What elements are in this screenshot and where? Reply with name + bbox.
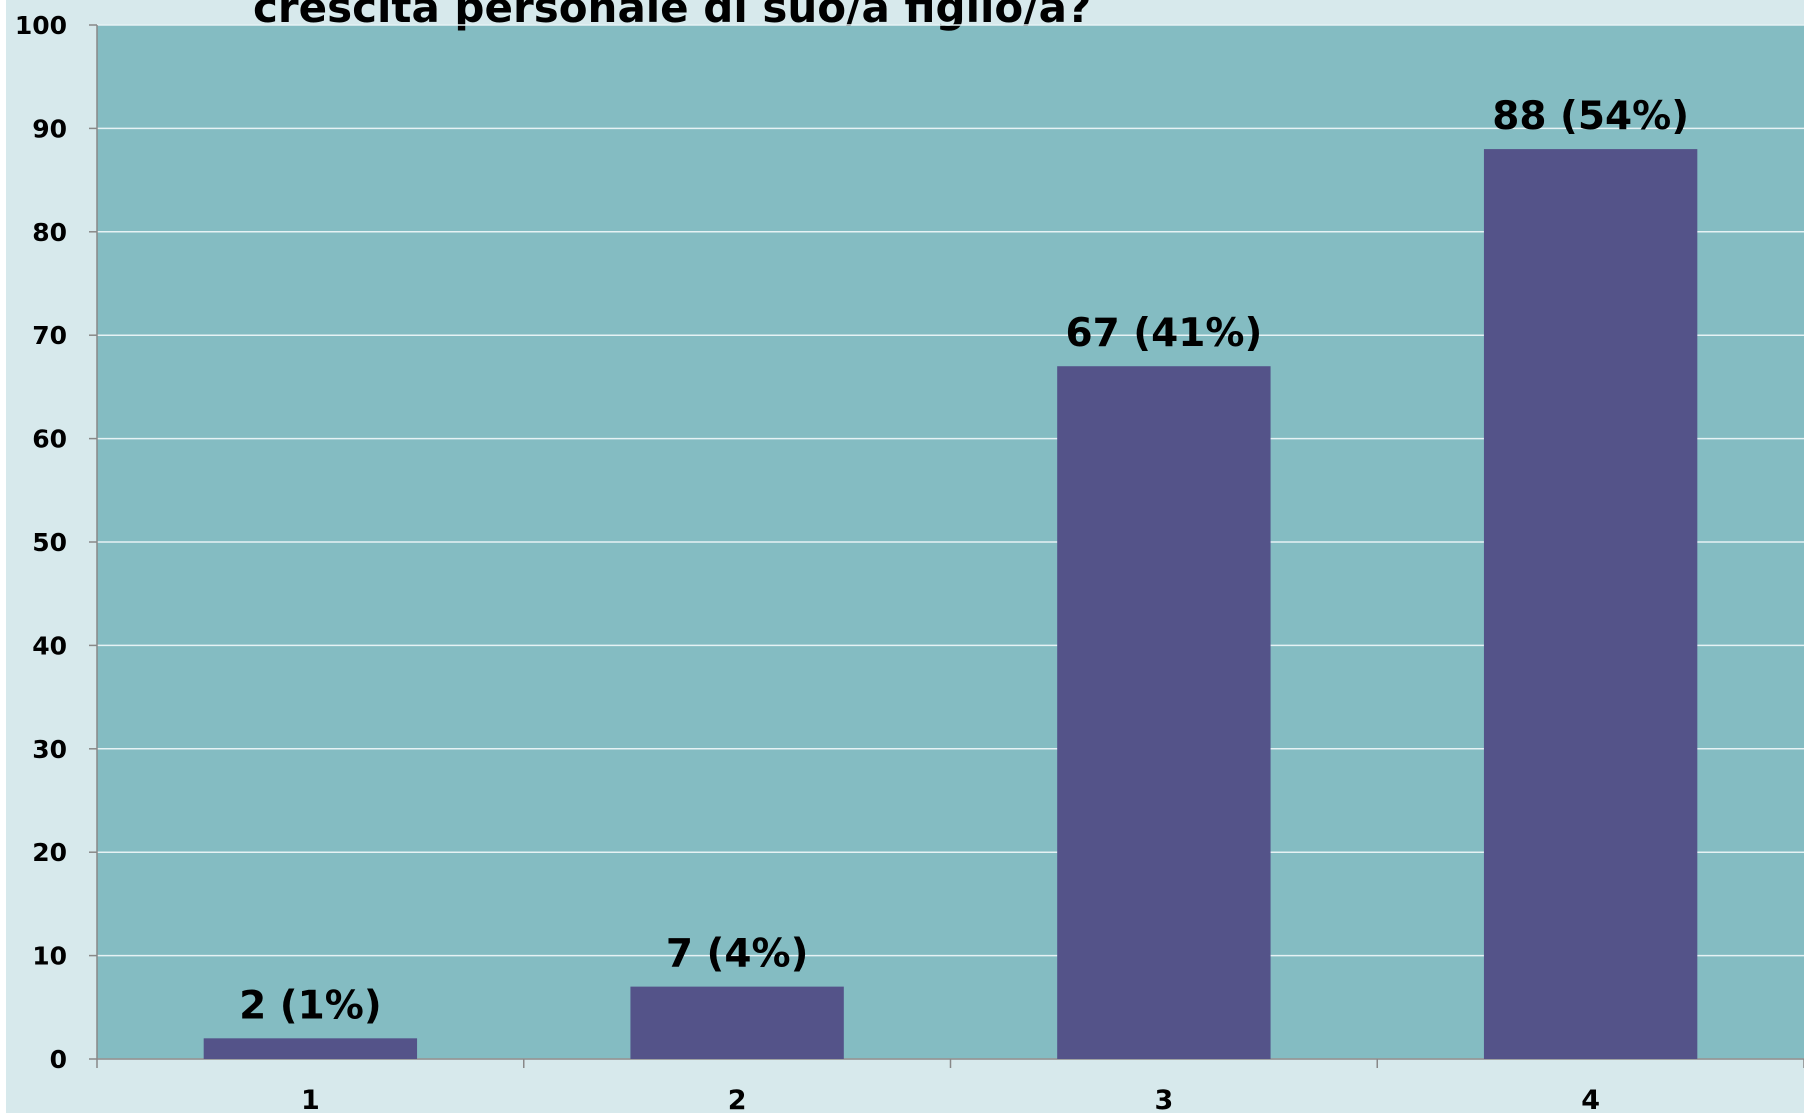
x-tick-label: 1 [301, 1085, 320, 1113]
x-tick-label: 4 [1581, 1085, 1600, 1113]
y-tick-label: 70 [32, 321, 67, 350]
y-tick-label: 90 [32, 114, 67, 143]
y-tick-label: 30 [32, 735, 67, 764]
y-tick-label: 60 [32, 425, 67, 454]
bar [1057, 366, 1271, 1060]
y-tick-label: 40 [32, 631, 67, 660]
bar [203, 1038, 418, 1059]
y-tick-label: 100 [15, 11, 67, 40]
bar [630, 986, 844, 1059]
x-tick-label: 2 [728, 1085, 747, 1113]
y-tick-label: 80 [32, 218, 67, 247]
bar [1483, 149, 1698, 1059]
y-tick-label: 10 [32, 942, 67, 971]
data-label: 67 (41%) [1065, 311, 1262, 356]
left-edge [0, 0, 6, 1113]
x-tick-label: 3 [1154, 1085, 1173, 1113]
y-tick-label: 50 [32, 528, 67, 557]
data-label: 7 (4%) [666, 932, 809, 977]
data-label: 88 (54%) [1492, 94, 1689, 139]
y-tick-label: 20 [32, 838, 67, 867]
data-label: 2 (1%) [239, 983, 382, 1028]
chart-title: crescita personale di suo/a figlio/a? [253, 0, 1091, 32]
y-tick-label: 0 [50, 1045, 67, 1074]
